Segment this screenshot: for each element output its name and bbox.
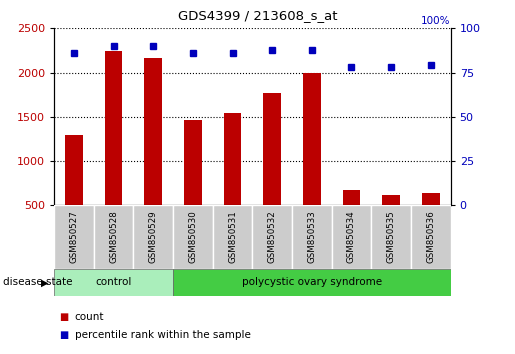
Text: 100%: 100% xyxy=(421,16,451,25)
Bar xyxy=(224,113,242,250)
Bar xyxy=(332,205,371,269)
Text: GSM850533: GSM850533 xyxy=(307,210,316,263)
Bar xyxy=(382,195,400,250)
Bar xyxy=(173,205,213,269)
Bar xyxy=(54,205,94,269)
Text: control: control xyxy=(95,277,132,287)
Text: GSM850532: GSM850532 xyxy=(268,210,277,263)
Bar xyxy=(303,73,321,250)
Bar xyxy=(371,205,411,269)
Text: ■: ■ xyxy=(59,312,68,322)
Text: GSM850527: GSM850527 xyxy=(70,210,78,263)
Bar xyxy=(422,193,440,250)
Bar xyxy=(105,51,123,250)
Text: GSM850530: GSM850530 xyxy=(188,210,197,263)
Bar xyxy=(213,205,252,269)
Text: GSM850534: GSM850534 xyxy=(347,210,356,263)
Bar xyxy=(173,269,451,296)
Bar xyxy=(263,93,281,250)
Text: GSM850528: GSM850528 xyxy=(109,210,118,263)
Text: GSM850531: GSM850531 xyxy=(228,210,237,263)
Bar xyxy=(144,58,162,250)
Bar xyxy=(252,205,292,269)
Text: GDS4399 / 213608_s_at: GDS4399 / 213608_s_at xyxy=(178,9,337,22)
Bar xyxy=(342,190,360,250)
Text: GSM850536: GSM850536 xyxy=(426,210,435,263)
Text: ■: ■ xyxy=(59,330,68,339)
Text: ▶: ▶ xyxy=(41,277,49,287)
Bar xyxy=(184,120,202,250)
Bar xyxy=(411,205,451,269)
Text: count: count xyxy=(75,312,104,322)
Text: GSM850529: GSM850529 xyxy=(149,210,158,263)
Bar xyxy=(133,205,173,269)
Text: disease state: disease state xyxy=(3,277,72,287)
Bar xyxy=(65,135,83,250)
Text: GSM850535: GSM850535 xyxy=(387,210,396,263)
Bar xyxy=(292,205,332,269)
Text: polycystic ovary syndrome: polycystic ovary syndrome xyxy=(242,277,382,287)
Bar xyxy=(54,269,173,296)
Text: percentile rank within the sample: percentile rank within the sample xyxy=(75,330,251,339)
Bar xyxy=(94,205,133,269)
